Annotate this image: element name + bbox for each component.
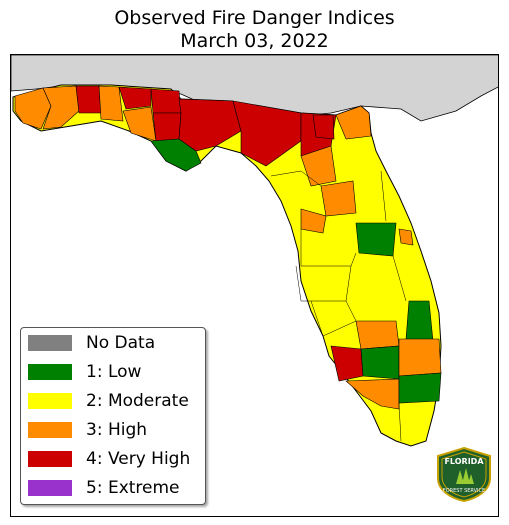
county-calhoun <box>152 112 182 142</box>
county-glades-hendry <box>360 345 400 380</box>
legend-label: 3: High <box>86 420 148 440</box>
legend-item: 3: High <box>28 417 204 443</box>
county-brevard-patch <box>398 228 414 246</box>
county-osceola <box>355 222 397 257</box>
legend-item: 4: Very High <box>28 446 204 472</box>
county-bay <box>122 106 157 142</box>
legend-swatch <box>28 393 72 409</box>
county-palm-beach <box>398 338 442 377</box>
county-charlotte-lee <box>330 345 364 382</box>
legend-swatch <box>28 335 72 351</box>
county-holmes <box>118 86 152 110</box>
county-jackson <box>150 88 182 114</box>
county-nassau-duval <box>335 105 372 140</box>
legend-label: 5: Extreme <box>86 478 180 498</box>
legend-item: No Data <box>28 330 204 356</box>
florida-map <box>11 55 498 447</box>
legend-item: 1: Low <box>28 359 204 385</box>
logo-text-top: FLORIDA <box>444 457 484 466</box>
legend-swatch <box>28 451 72 467</box>
legend-label: 1: Low <box>86 362 142 382</box>
county-borders <box>270 170 407 442</box>
legend-label: 4: Very High <box>86 449 191 469</box>
county-collier <box>345 378 400 410</box>
legend-item: 5: Extreme <box>28 475 204 501</box>
county-st-lucie <box>405 300 434 342</box>
county-baker <box>312 114 335 140</box>
county-walton <box>98 85 124 122</box>
legend: No Data 1: Low 2: Moderate 3: High 4: Very H… <box>20 327 206 505</box>
legend-label: 2: Moderate <box>86 391 189 411</box>
county-sarasota <box>355 320 400 350</box>
county-hernando <box>300 208 327 234</box>
county-marion <box>320 180 357 217</box>
logo-text-bottom: FOREST SERVICE <box>443 488 485 494</box>
county-okaloosa <box>75 85 102 114</box>
county-broward <box>398 372 442 404</box>
legend-label: No Data <box>86 333 156 353</box>
chart-date: March 03, 2022 <box>180 30 329 52</box>
legend-swatch <box>28 422 72 438</box>
chart-title: Observed Fire Danger Indices <box>114 7 395 29</box>
legend-item: 2: Moderate <box>28 388 204 414</box>
florida-forest-service-logo: FLORIDA FOREST SERVICE <box>437 446 491 502</box>
legend-swatch <box>28 364 72 380</box>
legend-swatch <box>28 480 72 496</box>
